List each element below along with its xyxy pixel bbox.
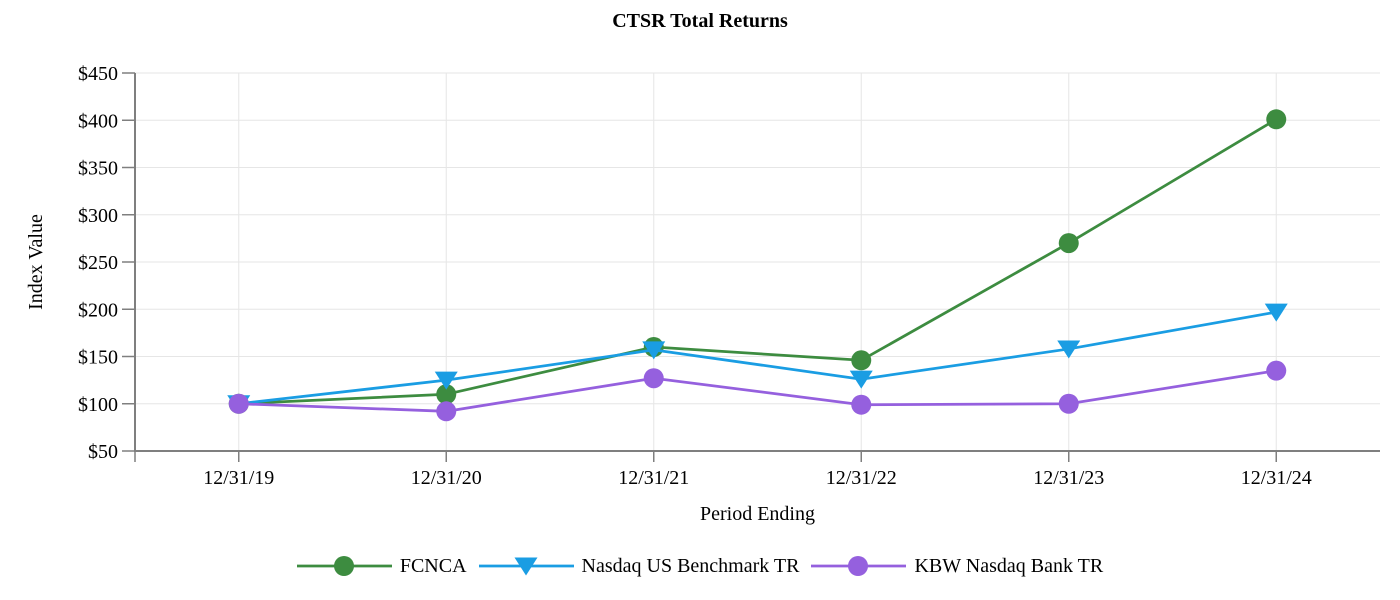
legend-item-nasdaq-us-benchmark-tr: Nasdaq US Benchmark TR [478, 553, 800, 579]
data-point-fcnca [1058, 233, 1079, 254]
y-tick-label: $100 [78, 394, 118, 416]
legend-label: FCNCA [399, 554, 467, 577]
triangle-marker-icon [478, 557, 574, 576]
data-point-nasdaq-us-benchmark-tr [1057, 340, 1081, 359]
data-point-kbw-nasdaq-bank-tr [851, 394, 872, 415]
y-tick-label: $200 [78, 299, 118, 321]
circle-marker-icon [296, 556, 392, 576]
legend-label: Nasdaq US Benchmark TR [581, 554, 800, 577]
series-line-fcnca [238, 118, 1277, 406]
y-tick-label: $300 [78, 205, 118, 227]
data-point-kbw-nasdaq-bank-tr [228, 393, 249, 414]
x-axis-title: Period Ending [700, 503, 815, 525]
data-point-fcnca [436, 384, 457, 405]
data-point-fcnca [1266, 109, 1287, 130]
data-point-nasdaq-us-benchmark-tr [1264, 303, 1288, 322]
legend-marker [848, 556, 869, 576]
data-point-nasdaq-us-benchmark-tr [849, 370, 873, 389]
y-tick-label: $450 [78, 63, 118, 85]
chart-title: CTSR Total Returns [612, 10, 788, 32]
x-tick-label: 12/31/21 [618, 467, 689, 489]
circle-marker-icon [811, 556, 907, 576]
data-point-fcnca [851, 350, 872, 371]
x-tick-label: 12/31/22 [826, 467, 897, 489]
data-point-nasdaq-us-benchmark-tr [434, 371, 458, 390]
legend: FCNCA Nasdaq US Benchmark TR KBW Nasdaq Ba… [0, 553, 1400, 579]
legend-label: KBW Nasdaq Bank TR [914, 554, 1104, 577]
y-tick-label: $350 [78, 158, 118, 180]
legend-marker [514, 557, 538, 576]
y-tick-label: $400 [78, 110, 118, 132]
x-tick-label: 12/31/24 [1241, 467, 1312, 489]
y-tick-label: $50 [88, 441, 118, 463]
data-point-kbw-nasdaq-bank-tr [1266, 360, 1287, 381]
series-line-kbw-nasdaq-bank-tr [238, 369, 1277, 413]
data-point-kbw-nasdaq-bank-tr [1058, 393, 1079, 414]
legend-item-fcnca: FCNCA [296, 553, 467, 579]
y-tick-label: $150 [78, 347, 118, 369]
data-point-kbw-nasdaq-bank-tr [643, 368, 664, 389]
legend-marker [333, 556, 354, 576]
x-tick-label: 12/31/23 [1033, 467, 1104, 489]
y-tick-label: $250 [78, 252, 118, 274]
legend-item-kbw-nasdaq-bank-tr: KBW Nasdaq Bank TR [811, 553, 1103, 579]
x-tick-label: 12/31/19 [203, 467, 274, 489]
x-tick-label: 12/31/20 [411, 467, 482, 489]
series-line-nasdaq-us-benchmark-tr [238, 310, 1277, 406]
data-point-nasdaq-us-benchmark-tr [642, 341, 666, 360]
data-point-kbw-nasdaq-bank-tr [436, 401, 457, 422]
